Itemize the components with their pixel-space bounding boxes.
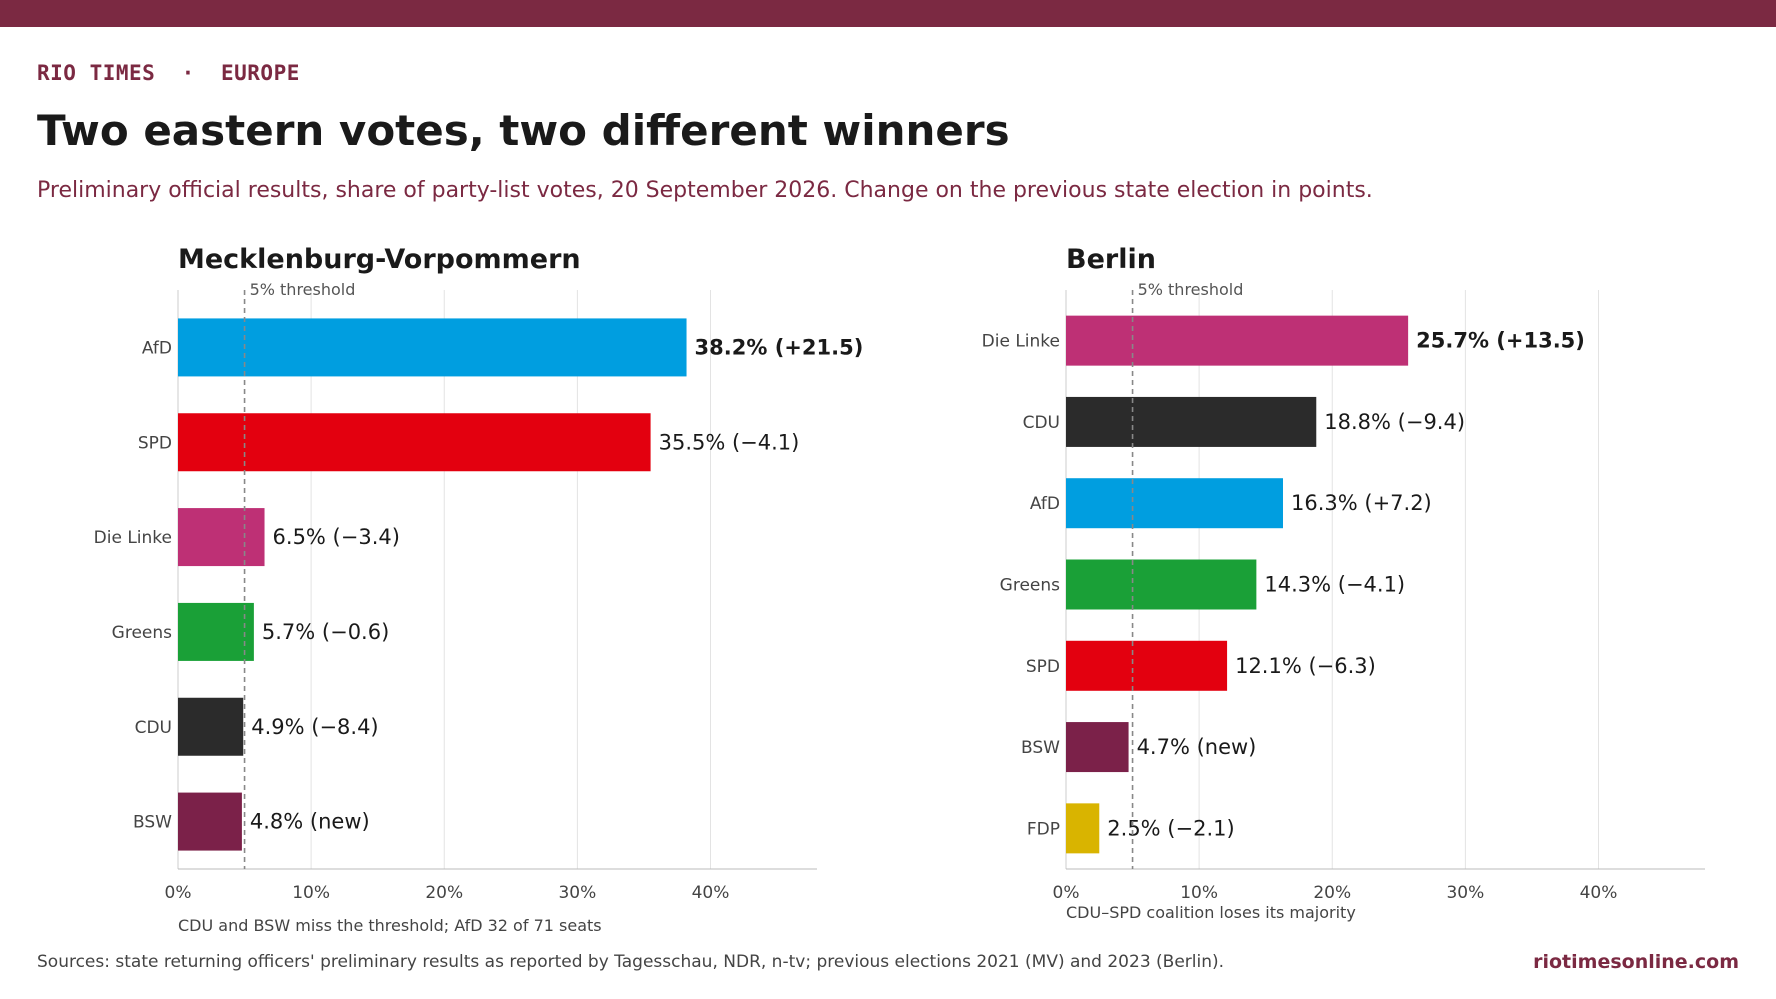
category-label: SPD bbox=[1026, 657, 1060, 677]
page-title: Two eastern votes, two different winners bbox=[37, 106, 1010, 155]
category-label: Die Linke bbox=[982, 332, 1060, 352]
data-label: 12.1% (−6.3) bbox=[1235, 654, 1376, 678]
brand-link[interactable]: riotimesonline.com bbox=[1533, 951, 1739, 973]
bar-bsw bbox=[178, 792, 242, 851]
category-label: CDU bbox=[1023, 413, 1060, 433]
data-label: 5.7% (−0.6) bbox=[262, 620, 389, 644]
bar-cdu bbox=[1066, 396, 1317, 447]
category-label: BSW bbox=[1021, 738, 1060, 758]
bar-greens bbox=[178, 602, 254, 661]
data-label: 2.5% (−2.1) bbox=[1107, 816, 1234, 840]
category-label: CDU bbox=[135, 718, 172, 738]
bar-cdu bbox=[178, 697, 244, 756]
chart-note-mv: CDU and BSW miss the threshold; AfD 32 o… bbox=[178, 916, 602, 935]
page-subtitle: Preliminary official results, share of p… bbox=[37, 178, 1373, 203]
category-label: SPD bbox=[138, 433, 172, 453]
threshold-label: 5% threshold bbox=[250, 280, 356, 299]
bar-afd bbox=[1066, 478, 1283, 529]
data-label: 14.3% (−4.1) bbox=[1264, 573, 1405, 597]
category-label: Die Linke bbox=[94, 528, 172, 548]
bar-spd bbox=[178, 413, 651, 472]
category-label: Greens bbox=[1000, 576, 1060, 596]
chart-title-mv: Mecklenburg-Vorpommern bbox=[178, 244, 581, 275]
data-label: 25.7% (+13.5) bbox=[1416, 329, 1585, 353]
bar-afd bbox=[178, 318, 687, 377]
x-tick-label: 30% bbox=[1446, 883, 1484, 903]
category-label: Greens bbox=[112, 623, 172, 643]
chart-note-berlin: CDU–SPD coalition loses its majority bbox=[1066, 903, 1356, 922]
sources-note: Sources: state returning officers' preli… bbox=[37, 952, 1225, 972]
bar-greens bbox=[1066, 559, 1257, 610]
x-tick-label: 10% bbox=[292, 883, 330, 903]
x-tick-label: 40% bbox=[1580, 883, 1618, 903]
data-label: 6.5% (−3.4) bbox=[273, 525, 400, 549]
x-tick-label: 10% bbox=[1180, 883, 1218, 903]
data-label: 18.8% (−9.4) bbox=[1324, 410, 1465, 434]
data-label: 4.8% (new) bbox=[250, 810, 370, 834]
category-label: BSW bbox=[133, 813, 172, 833]
x-tick-label: 0% bbox=[165, 883, 192, 903]
bar-die-linke bbox=[1066, 315, 1409, 366]
category-label: AfD bbox=[1030, 494, 1060, 514]
x-tick-label: 0% bbox=[1053, 883, 1080, 903]
threshold-label: 5% threshold bbox=[1138, 280, 1244, 299]
data-label: 35.5% (−4.1) bbox=[659, 430, 800, 454]
bar-bsw bbox=[1066, 722, 1129, 773]
x-tick-label: 40% bbox=[692, 883, 730, 903]
category-label: FDP bbox=[1027, 819, 1060, 839]
data-label: 4.7% (new) bbox=[1137, 735, 1257, 759]
top-accent-bar bbox=[0, 0, 1776, 27]
kicker: RIO TIMES · EUROPE bbox=[37, 61, 300, 85]
bar-die-linke bbox=[178, 508, 265, 567]
x-tick-label: 30% bbox=[558, 883, 596, 903]
x-tick-label: 20% bbox=[425, 883, 463, 903]
data-label: 16.3% (+7.2) bbox=[1291, 491, 1432, 515]
data-label: 38.2% (+21.5) bbox=[695, 335, 864, 359]
category-label: AfD bbox=[142, 338, 172, 358]
bar-fdp bbox=[1066, 803, 1100, 854]
data-label: 4.9% (−8.4) bbox=[251, 715, 378, 739]
x-tick-label: 20% bbox=[1313, 883, 1351, 903]
chart-title-berlin: Berlin bbox=[1066, 244, 1156, 275]
bar-spd bbox=[1066, 640, 1228, 691]
